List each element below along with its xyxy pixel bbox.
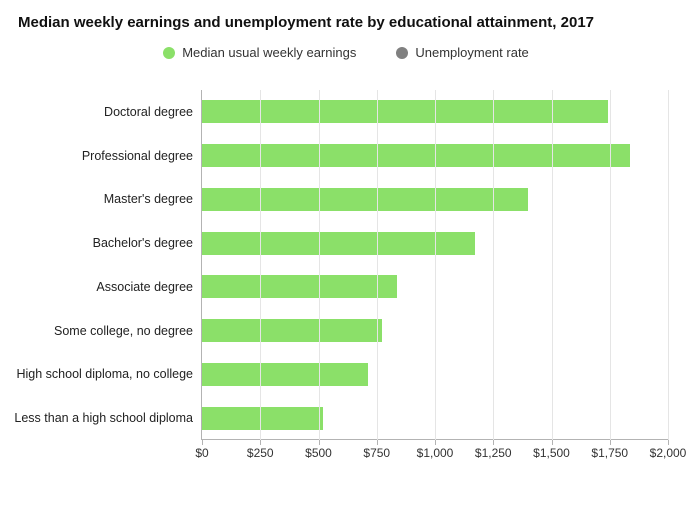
x-axis-tick-label: $0 <box>195 446 208 460</box>
grid-line <box>610 90 611 440</box>
bar <box>202 407 323 430</box>
plot-area: Doctoral degree Professional degree Master… <box>16 80 676 468</box>
y-axis-label: Less than a high school diploma <box>14 411 193 425</box>
y-axis-label: Master's degree <box>104 192 193 206</box>
legend-item-unemployment: Unemployment rate <box>396 45 528 60</box>
x-axis-tick <box>435 440 436 445</box>
y-axis-label: High school diploma, no college <box>17 367 194 381</box>
x-axis-tick <box>552 440 553 445</box>
x-axis-tick <box>610 440 611 445</box>
grid-line <box>552 90 553 440</box>
x-axis-tick <box>668 440 669 445</box>
bar <box>202 144 630 167</box>
x-axis-tick-label: $2,000 <box>650 446 687 460</box>
chart-container: Median weekly earnings and unemployment … <box>0 0 692 516</box>
y-axis-label: Some college, no degree <box>54 324 193 338</box>
grid-line <box>319 90 320 440</box>
grid-line <box>377 90 378 440</box>
chart-legend: Median usual weekly earnings Unemploymen… <box>16 45 676 60</box>
x-axis-tick <box>319 440 320 445</box>
y-axis-label: Bachelor's degree <box>93 236 193 250</box>
bar <box>202 319 382 342</box>
x-axis-tick-label: $250 <box>247 446 274 460</box>
grid-line <box>260 90 261 440</box>
x-axis-tick <box>377 440 378 445</box>
bars-area: $0$250$500$750$1,000$1,250$1,500$1,750$2… <box>201 90 668 440</box>
grid-line <box>493 90 494 440</box>
x-axis-tick-label: $1,750 <box>591 446 628 460</box>
x-axis-tick-label: $1,250 <box>475 446 512 460</box>
grid-line <box>668 90 669 440</box>
bar <box>202 100 608 123</box>
grid-line <box>435 90 436 440</box>
bar <box>202 275 397 298</box>
x-axis-tick <box>493 440 494 445</box>
bar <box>202 188 528 211</box>
x-axis-tick <box>202 440 203 445</box>
legend-item-earnings: Median usual weekly earnings <box>163 45 356 60</box>
y-axis-label: Doctoral degree <box>104 105 193 119</box>
x-axis-tick-label: $750 <box>363 446 390 460</box>
y-axis-label: Associate degree <box>96 280 193 294</box>
x-axis-tick <box>260 440 261 445</box>
legend-swatch-earnings <box>163 47 175 59</box>
y-axis-label: Professional degree <box>82 149 193 163</box>
x-axis-tick-label: $500 <box>305 446 332 460</box>
bar <box>202 363 368 386</box>
x-axis-tick-label: $1,000 <box>417 446 454 460</box>
x-axis-tick-label: $1,500 <box>533 446 570 460</box>
legend-label-unemployment: Unemployment rate <box>415 45 528 60</box>
legend-swatch-unemployment <box>396 47 408 59</box>
y-axis-labels: Doctoral degree Professional degree Master… <box>16 90 201 440</box>
plot-inner: Doctoral degree Professional degree Master… <box>16 90 676 440</box>
chart-title: Median weekly earnings and unemployment … <box>18 14 676 31</box>
legend-label-earnings: Median usual weekly earnings <box>182 45 356 60</box>
